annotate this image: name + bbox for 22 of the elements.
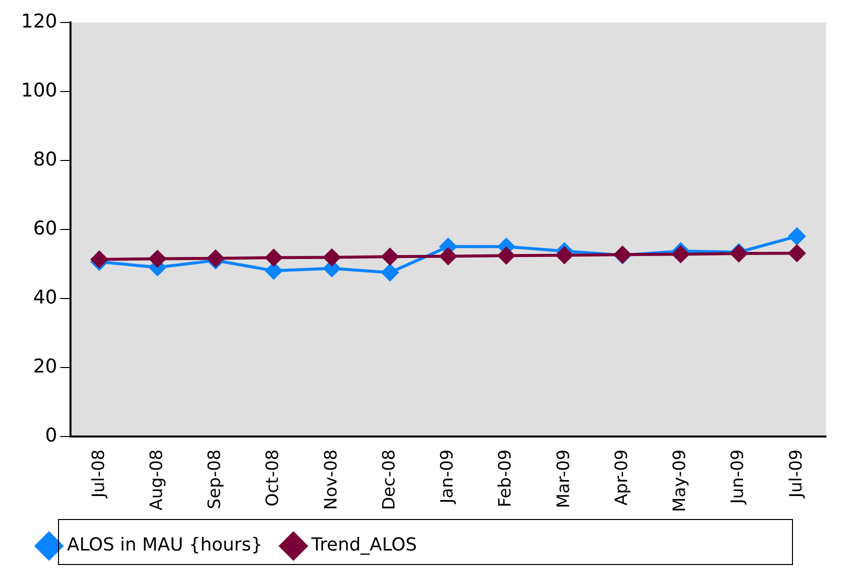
y-tick-label: 80 bbox=[33, 148, 58, 170]
x-tick-label: Jun-09 bbox=[728, 449, 748, 505]
legend-label: ALOS in MAU {hours} bbox=[67, 534, 262, 556]
x-tick-label: Jul-08 bbox=[88, 449, 109, 499]
x-tick-label: Jan-09 bbox=[438, 449, 458, 504]
y-tick-label: 0 bbox=[45, 424, 58, 446]
x-tick-label: Apr-09 bbox=[612, 449, 632, 506]
x-tick-label: Jul-09 bbox=[786, 449, 806, 499]
legend-label: Trend_ALOS bbox=[310, 534, 417, 556]
x-tick-label: May-09 bbox=[670, 449, 690, 512]
x-tick-label: Aug-08 bbox=[146, 449, 167, 510]
x-tick-label: Dec-08 bbox=[379, 449, 400, 510]
x-tick-label: Nov-08 bbox=[321, 449, 342, 510]
y-tick-label: 40 bbox=[33, 286, 58, 308]
x-tick-label: Feb-09 bbox=[496, 449, 516, 508]
y-tick-label: 120 bbox=[21, 10, 58, 32]
x-tick-label: Mar-09 bbox=[554, 449, 574, 508]
y-tick-label: 60 bbox=[33, 217, 58, 240]
y-tick-label: 20 bbox=[33, 355, 58, 378]
x-tick-label: Oct-08 bbox=[263, 449, 284, 507]
y-tick-label: 100 bbox=[21, 79, 58, 102]
x-tick-label: Sep-08 bbox=[205, 449, 226, 510]
